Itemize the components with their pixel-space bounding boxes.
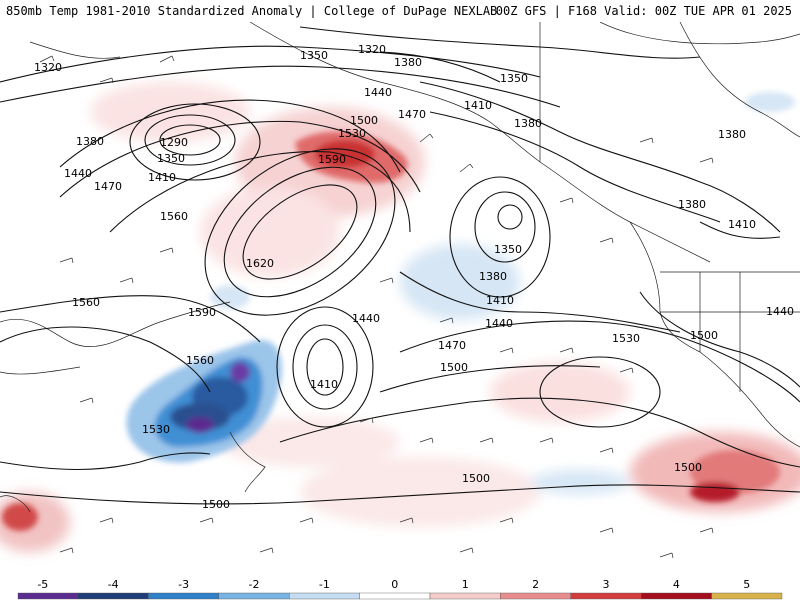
contour-label: 1500 — [440, 361, 468, 374]
contour-label: 1440 — [485, 317, 513, 330]
colorbar-segment — [359, 592, 431, 600]
contour-label: 1410 — [728, 218, 756, 231]
contour-label: 1410 — [464, 99, 492, 112]
contour-label: 1500 — [202, 498, 230, 511]
contour-label: 1530 — [338, 127, 366, 140]
colorbar-segment — [711, 592, 783, 600]
contour-label: 1350 — [157, 152, 185, 165]
colorbar-tick-label: -4 — [108, 578, 119, 591]
contour-label: 1470 — [438, 339, 466, 352]
contour-label: 1470 — [398, 108, 426, 121]
contour-label: 1500 — [350, 114, 378, 127]
contour-label: 1560 — [160, 210, 188, 223]
colorbar-segment — [500, 592, 571, 600]
contour-label: 1410 — [310, 378, 338, 391]
contour-label: 1620 — [246, 257, 274, 270]
contour-label: 1560 — [72, 296, 100, 309]
contour-label: 1350 — [494, 243, 522, 256]
contour-label: 1410 — [486, 294, 514, 307]
contour-label: 1470 — [94, 180, 122, 193]
colorbar-tick-label: -2 — [249, 578, 260, 591]
anomaly-colorbar: -5 -4 -3 -2 -1 0 1 2 3 4 5 — [0, 577, 800, 600]
contour-label: 1590 — [188, 306, 216, 319]
colorbar-tick-label: 5 — [743, 578, 750, 591]
colorbar-segment — [641, 592, 712, 600]
colorbar-tick-label: 0 — [391, 578, 398, 591]
wind-barbs — [39, 55, 714, 559]
contour-label: 1380 — [394, 56, 422, 69]
contour-label: 1440 — [64, 167, 92, 180]
colorbar-segment — [148, 592, 219, 600]
contour-label: 1380 — [514, 117, 542, 130]
map-canvas: 1320 1320 1350 1380 1350 1440 1410 1470 … — [0, 22, 800, 577]
contour-label: 1380 — [479, 270, 507, 283]
contour-label: 1500 — [462, 472, 490, 485]
colorbar-tick-label: 1 — [462, 578, 469, 591]
contour-label: 1500 — [690, 329, 718, 342]
height-contours — [0, 26, 800, 505]
colorbar-tick-label: 3 — [603, 578, 610, 591]
contour-label: 1350 — [300, 49, 328, 62]
colorbar-segment — [289, 592, 360, 600]
contour-labels: 1320 1320 1350 1380 1350 1440 1410 1470 … — [34, 43, 794, 511]
colorbar-tick-label: 4 — [673, 578, 680, 591]
colorbar-segment — [570, 592, 642, 600]
contour-label: 1380 — [718, 128, 746, 141]
contour-label: 1530 — [612, 332, 640, 345]
contour-label: 1290 — [160, 136, 188, 149]
product-title: 850mb Temp 1981-2010 Standardized Anomal… — [6, 4, 498, 18]
colorbar-segment — [77, 592, 149, 600]
model-valid-time: 00Z GFS | F168 Valid: 00Z TUE APR 01 202… — [495, 4, 792, 18]
contour-label: 1530 — [142, 423, 170, 436]
colorbar-tick-label: -3 — [178, 578, 189, 591]
colorbar-segment — [218, 592, 290, 600]
coastlines — [0, 22, 800, 513]
contour-label: 1380 — [678, 198, 706, 211]
contour-label: 1320 — [358, 43, 386, 56]
colorbar-tick-label: 2 — [532, 578, 539, 591]
colorbar-tick-label: -5 — [37, 578, 48, 591]
header-bar: 850mb Temp 1981-2010 Standardized Anomal… — [0, 0, 800, 22]
contour-label: 1350 — [500, 72, 528, 85]
colorbar-segment — [17, 592, 79, 600]
contour-label: 1440 — [766, 305, 794, 318]
contour-label: 1320 — [34, 61, 62, 74]
anomaly-shading — [0, 82, 800, 552]
contour-label: 1410 — [148, 171, 176, 184]
contour-label: 1560 — [186, 354, 214, 367]
contour-label: 1440 — [364, 86, 392, 99]
colorbar-tick-label: -1 — [319, 578, 330, 591]
contour-label: 1590 — [318, 153, 346, 166]
contour-label: 1500 — [674, 461, 702, 474]
colorbar-segment — [429, 592, 501, 600]
contour-label: 1380 — [76, 135, 104, 148]
contour-label: 1440 — [352, 312, 380, 325]
